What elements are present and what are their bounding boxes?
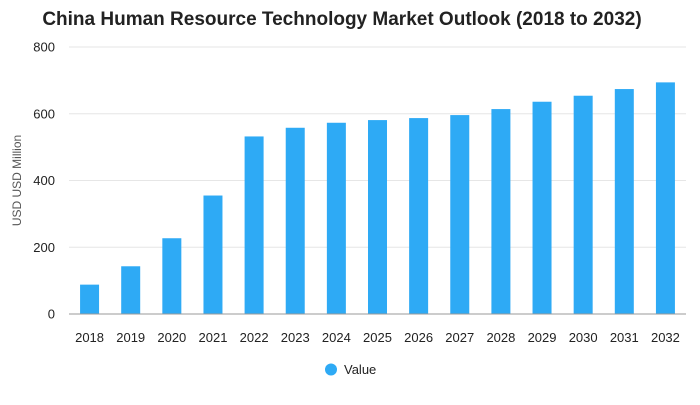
- y-axis-label: USD USD Million: [10, 135, 24, 226]
- legend-label-value: Value: [344, 362, 376, 377]
- bar-2029[interactable]: [532, 101, 552, 314]
- bar-2024[interactable]: [326, 122, 346, 314]
- bar-2030[interactable]: [573, 95, 593, 314]
- x-tick-label: 2024: [322, 330, 351, 345]
- x-tick-label: 2025: [363, 330, 392, 345]
- y-tick-label: 400: [33, 173, 55, 188]
- x-tick-label: 2018: [75, 330, 104, 345]
- bar-2022[interactable]: [244, 136, 264, 314]
- bar-2018[interactable]: [80, 284, 100, 314]
- legend-swatch: [325, 363, 337, 376]
- y-tick-label: 600: [33, 106, 55, 121]
- bar-2026[interactable]: [409, 118, 429, 315]
- x-tick-label: 2026: [404, 330, 433, 345]
- y-axis-ticks: 0 200 400 600 800: [33, 40, 55, 322]
- x-tick-label: 2027: [445, 330, 474, 345]
- bar-2023[interactable]: [285, 127, 305, 314]
- x-tick-label: 2021: [199, 330, 228, 345]
- bar-2021[interactable]: [203, 195, 223, 314]
- x-axis-ticks: 2018 2019 2020 2021 2022 2023 2024 2025 2026 2027…: [75, 330, 680, 345]
- y-tick-label: 200: [33, 240, 55, 255]
- bar-2020[interactable]: [162, 238, 182, 314]
- x-tick-label: 2022: [240, 330, 269, 345]
- x-tick-label: 2028: [486, 330, 515, 345]
- bar-2031[interactable]: [614, 89, 634, 315]
- x-tick-label: 2023: [281, 330, 310, 345]
- y-tick-label: 800: [33, 40, 55, 55]
- legend[interactable]: Value: [325, 362, 376, 377]
- x-tick-label: 2031: [610, 330, 639, 345]
- bars: [80, 82, 675, 315]
- bar-2032[interactable]: [655, 82, 675, 314]
- x-tick-label: 2020: [157, 330, 186, 345]
- x-tick-label: 2032: [651, 330, 680, 345]
- y-tick-label: 0: [48, 307, 55, 322]
- x-tick-label: 2029: [528, 330, 557, 345]
- chart-title: China Human Resource Technology Market O…: [42, 9, 641, 30]
- bar-2019[interactable]: [121, 266, 141, 314]
- bar-2027[interactable]: [450, 115, 470, 315]
- bar-2028[interactable]: [491, 109, 511, 314]
- x-tick-label: 2030: [569, 330, 598, 345]
- x-tick-label: 2019: [116, 330, 145, 345]
- bar-2025[interactable]: [368, 120, 387, 314]
